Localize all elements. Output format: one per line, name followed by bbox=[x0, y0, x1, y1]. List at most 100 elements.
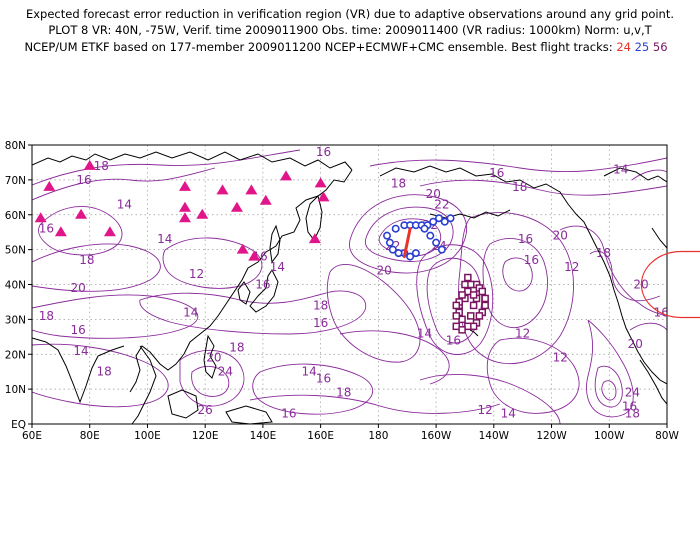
observation-triangle bbox=[314, 177, 327, 188]
observation-triangle bbox=[216, 184, 229, 195]
coastline-asia-east bbox=[129, 169, 353, 393]
contour-line bbox=[419, 374, 561, 424]
observation-triangle bbox=[317, 191, 330, 202]
observation-triangle bbox=[245, 184, 258, 195]
lat-tick-label: 60N bbox=[5, 210, 26, 222]
contour-label: 18 bbox=[336, 386, 351, 400]
contour-label: 14 bbox=[613, 162, 628, 176]
contour-label: 14 bbox=[73, 344, 88, 358]
lon-tick-label: 180 bbox=[368, 430, 388, 442]
contour-line bbox=[339, 330, 450, 385]
coastline-hudson bbox=[603, 167, 667, 183]
track-56-point bbox=[452, 301, 461, 310]
track-25-point bbox=[385, 238, 394, 247]
observation-triangle bbox=[230, 201, 243, 212]
contour-line bbox=[364, 206, 454, 262]
contour-line bbox=[601, 380, 617, 401]
contour-label: 16 bbox=[489, 166, 504, 180]
contour-label: 26 bbox=[198, 403, 213, 417]
coastline-alaska bbox=[379, 165, 619, 303]
coastline-asia-north bbox=[32, 151, 353, 171]
contour-label: 12 bbox=[478, 403, 493, 417]
contour-line bbox=[458, 212, 574, 365]
contour-label: 12 bbox=[564, 260, 579, 274]
track-25-point bbox=[426, 231, 435, 240]
contour-label: 16 bbox=[316, 372, 331, 386]
observation-triangle bbox=[43, 180, 56, 191]
observation-triangle bbox=[75, 208, 88, 219]
contour-label: 14 bbox=[183, 305, 198, 319]
contour-label: 20 bbox=[553, 229, 568, 243]
coastline-na-west bbox=[617, 301, 667, 385]
flight-track-56 bbox=[452, 273, 489, 334]
track-25-point bbox=[383, 231, 392, 240]
contour-line bbox=[32, 243, 161, 292]
lon-tick-label: 80E bbox=[80, 430, 100, 442]
contour-label: 18 bbox=[39, 309, 54, 323]
track-56-point bbox=[469, 301, 478, 310]
track-56-point bbox=[464, 273, 472, 282]
observation-triangle bbox=[308, 233, 321, 244]
coastline-korea bbox=[237, 281, 251, 305]
contour-label: 12 bbox=[189, 267, 204, 281]
verification-region-circle bbox=[640, 250, 700, 319]
contour-line bbox=[326, 264, 421, 363]
lat-tick-label: 80N bbox=[5, 140, 26, 152]
graticule bbox=[32, 145, 667, 424]
contour-label: 20 bbox=[628, 337, 643, 351]
track-56-point bbox=[461, 280, 469, 289]
contour-line bbox=[32, 167, 216, 201]
lat-tick-label: 20N bbox=[5, 349, 26, 361]
observation-triangle bbox=[83, 159, 96, 170]
observation-triangle bbox=[54, 226, 67, 237]
track-25-label: 25 bbox=[635, 40, 650, 54]
coastline-indochina bbox=[131, 345, 157, 424]
observation-triangle bbox=[259, 194, 272, 205]
contour-line bbox=[249, 394, 501, 414]
flight-track-25 bbox=[383, 214, 455, 261]
title-line-2: PLOT 8 VR: 40N, -75W, Verif. time 200901… bbox=[48, 23, 652, 37]
track-56-point bbox=[469, 291, 478, 299]
lat-tick-label: 40N bbox=[5, 280, 26, 292]
contour-label: 16 bbox=[524, 253, 539, 267]
contour-line bbox=[419, 179, 667, 196]
track-24-label: 24 bbox=[616, 40, 631, 54]
coastline-india bbox=[32, 337, 125, 404]
contour-label: 16 bbox=[76, 173, 91, 187]
lon-tick-label: 60E bbox=[22, 430, 42, 442]
contour-label: 18 bbox=[596, 246, 611, 260]
coastline-central-america bbox=[639, 359, 667, 405]
contour-line bbox=[486, 337, 580, 414]
contour-line bbox=[162, 237, 263, 289]
axis-ticks: 60E 80E 100E 120E 140E 160E 180 160W 140W 120W 100… bbox=[5, 140, 680, 442]
contour-line bbox=[594, 365, 623, 408]
contour-line bbox=[631, 169, 667, 181]
contour-line bbox=[426, 257, 483, 344]
contour-label: 16 bbox=[446, 333, 461, 347]
observation-triangle bbox=[248, 250, 261, 261]
contour-line bbox=[629, 322, 667, 331]
track-25-point bbox=[388, 245, 397, 254]
observation-triangle bbox=[280, 170, 292, 181]
contour-label: 16 bbox=[622, 400, 637, 414]
contour-label: 18 bbox=[625, 407, 640, 421]
contour-label: 16 bbox=[71, 323, 86, 337]
track-25-point bbox=[420, 224, 429, 233]
track-25-point bbox=[446, 214, 455, 223]
track-25-point bbox=[434, 214, 443, 223]
contour-label: 14 bbox=[501, 407, 516, 421]
lon-tick-label: 120E bbox=[192, 430, 219, 442]
observation-triangle bbox=[236, 243, 249, 254]
contour-label: 18 bbox=[313, 298, 328, 312]
observation-triangle bbox=[178, 180, 191, 191]
title-line-3: NCEP/UM ETKF based on 177-member 2009011… bbox=[24, 40, 667, 54]
contour-line bbox=[369, 157, 667, 173]
contour-label: 18 bbox=[94, 159, 109, 173]
lon-tick-label: 160W bbox=[421, 430, 452, 442]
contour-label: 16 bbox=[39, 222, 54, 236]
track-56-point bbox=[475, 312, 484, 320]
contour-label: 24 bbox=[625, 386, 640, 400]
contour-line bbox=[586, 319, 634, 418]
contour-label: 20 bbox=[206, 351, 221, 365]
